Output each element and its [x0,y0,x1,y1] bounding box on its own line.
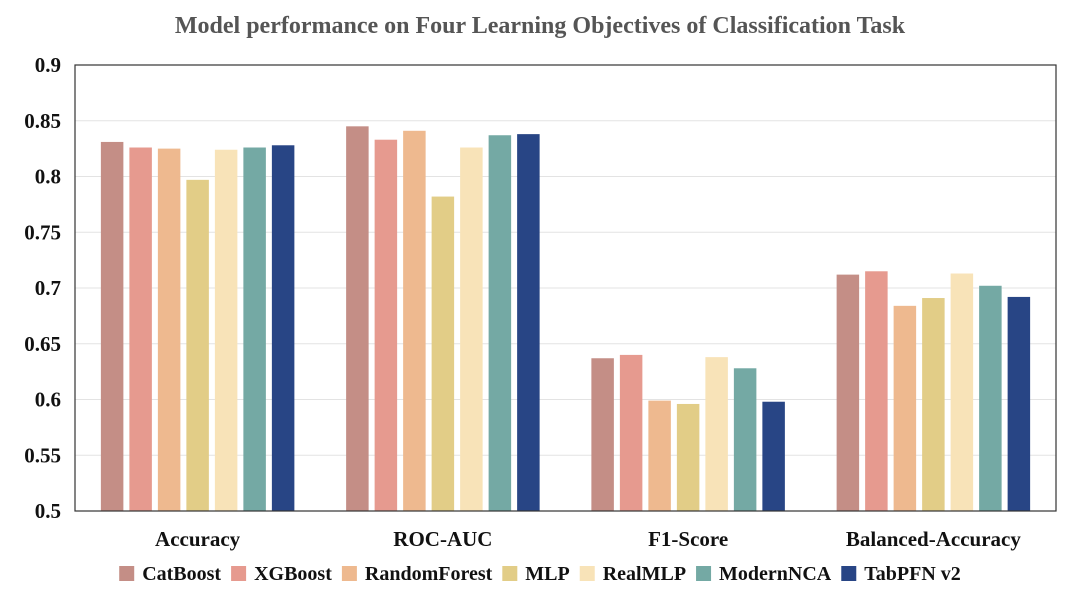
bar [1007,296,1031,511]
legend-item: RandomForest [341,563,493,585]
bar [922,298,945,511]
y-tick-label: 0.7 [35,276,61,300]
legend-label: RandomForest [365,563,493,585]
legend-swatch [696,566,712,581]
legend-label: TabPFN v2 [864,563,961,585]
bar [836,274,860,511]
bar [762,401,785,511]
bar [979,285,1002,511]
y-tick-label: 0.9 [35,53,61,77]
legend-item: ModernNCA [696,563,832,585]
bar [950,273,974,511]
x-axis-categories: Accuracy ROC-AUC F1-Score Balanced-Accuracy [155,527,1021,551]
bar [705,357,728,511]
x-category-label: ROC-AUC [393,527,492,551]
legend-label: RealMLP [603,563,686,585]
bar [403,130,426,511]
bar [346,126,369,511]
y-tick-label: 0.6 [35,388,61,412]
x-category-label: Balanced-Accuracy [846,527,1021,551]
legend-item: TabPFN v2 [841,563,961,585]
legend-item: CatBoost [119,563,221,585]
plot-frame [74,64,1057,512]
legend-item: RealMLP [579,563,686,585]
bar [619,354,643,511]
bar [374,139,398,511]
bar [591,358,614,511]
bar [517,134,540,511]
y-tick-label: 0.8 [35,165,61,189]
legend-label: ModernNCA [719,563,832,585]
bar [733,368,757,511]
bar [271,145,295,511]
x-category-label: Accuracy [155,527,241,551]
y-tick-label: 0.75 [24,220,61,244]
bar [100,141,124,511]
bar [648,400,671,511]
legend-label: CatBoost [142,563,221,585]
y-tick-label: 0.65 [24,332,61,356]
y-tick-label: 0.85 [24,109,61,133]
legend-item: MLP [502,563,570,585]
bar [431,196,455,511]
legend-item: XGBoost [231,563,332,585]
chart-title: Model performance on Four Learning Objec… [175,13,906,39]
bar [676,403,700,511]
y-tick-label: 0.55 [24,443,61,467]
bar [460,147,483,511]
bar [157,148,181,511]
y-tick-label: 0.5 [35,499,61,523]
bar [186,179,209,511]
y-axis-ticks: 0.5 0.55 0.6 0.65 0.7 0.75 0.8 0.85 0.9 [24,53,61,523]
legend-swatch [231,566,247,581]
bar [865,271,888,511]
bar [129,147,152,511]
legend-swatch [841,566,857,581]
bar [214,149,238,512]
legend-label: MLP [525,563,569,585]
legend-swatch [579,566,595,581]
x-category-label: F1-Score [648,527,728,551]
legend-swatch [502,566,518,581]
legend: CatBoost XGBoost RandomForest MLP RealMLP Mod… [119,563,961,585]
bar [488,135,512,511]
legend-swatch [341,566,357,581]
bar [893,305,917,511]
legend-swatch [119,566,135,581]
bars [100,126,1031,512]
bar [243,147,266,511]
legend-label: XGBoost [254,563,332,585]
